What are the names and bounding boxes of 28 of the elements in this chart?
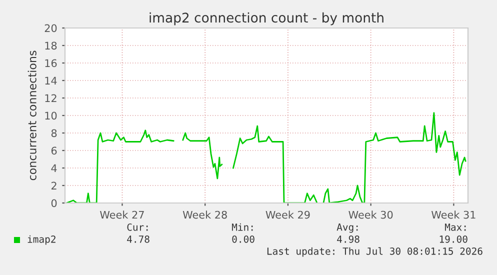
text: Cur: bbox=[127, 223, 148, 231]
legend-label: imap2 bbox=[28, 235, 56, 245]
text: 19.00 bbox=[440, 235, 468, 243]
x-tick-label: Week 29 bbox=[266, 210, 310, 219]
y-axis-title: concurrent connections bbox=[28, 50, 36, 180]
text: 4.78 bbox=[127, 235, 150, 243]
x-tick-label: Week 28 bbox=[182, 210, 227, 219]
y-tick-label: 12 bbox=[45, 94, 56, 102]
y-tick-label: 6 bbox=[51, 146, 57, 155]
y-tick-label: 20 bbox=[44, 24, 57, 32]
y-tick-label: 10 bbox=[45, 112, 57, 120]
y-tick-label: 16 bbox=[45, 59, 57, 68]
y-tick-label: 0 bbox=[51, 199, 57, 208]
x-tick-label: Week 30 bbox=[348, 210, 393, 219]
text: Avg: bbox=[336, 224, 358, 233]
chart-title: imap2 connection count - by month bbox=[150, 12, 384, 26]
x-tick-label: Week 27 bbox=[100, 210, 144, 219]
text: 0.00 bbox=[232, 235, 254, 243]
y-tick-label: 4 bbox=[51, 164, 57, 172]
y-tick-label: 18 bbox=[45, 42, 57, 50]
x-tick-label: Week 31 bbox=[431, 210, 476, 219]
y-tick-label: 2 bbox=[51, 182, 56, 190]
text: Last update: Thu Jul 30 08:01:15 2026 bbox=[267, 247, 482, 257]
y-tick-label: 8 bbox=[51, 129, 57, 138]
y-tick-label: 14 bbox=[45, 76, 57, 84]
text: Min: bbox=[232, 223, 253, 231]
text: Max: bbox=[444, 224, 466, 231]
text: 4.98 bbox=[337, 235, 360, 243]
